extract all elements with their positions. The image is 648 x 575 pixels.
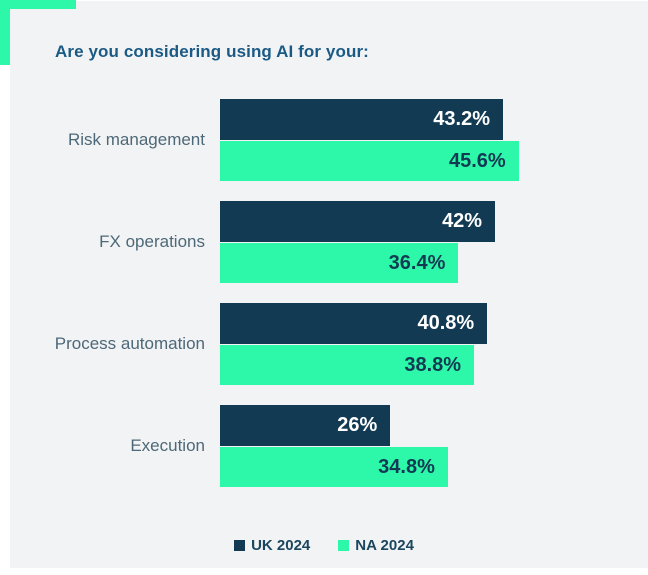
accent-bar-vertical	[0, 0, 10, 65]
accent-bar-horizontal	[0, 0, 76, 9]
bar-chart: Risk management 43.2% 45.6% FX operation…	[0, 99, 648, 507]
chart-row-process-automation: Process automation 40.8% 38.8%	[0, 303, 648, 385]
bar-na-2024: 45.6%	[220, 141, 519, 181]
bar-na-2024: 36.4%	[220, 243, 459, 283]
chart-row-fx-operations: FX operations 42% 36.4%	[0, 201, 648, 283]
category-label: Risk management	[67, 130, 205, 150]
legend-item-na-2024: NA 2024	[338, 537, 414, 554]
bar-group: 40.8% 38.8%	[220, 303, 488, 385]
bar-na-2024: 38.8%	[220, 345, 475, 385]
legend-swatch-uk-icon	[234, 540, 246, 551]
chart-title: Are you considering using AI for your:	[55, 42, 369, 61]
bar-value-label: 26%	[337, 414, 378, 436]
bar-value-label: 42%	[442, 210, 483, 232]
bar-value-label: 38.8%	[404, 354, 462, 376]
legend: UK 2024 NA 2024	[0, 537, 648, 554]
bar-value-label: 45.6%	[448, 150, 506, 172]
category-label: Process automation	[54, 334, 205, 354]
legend-label: UK 2024	[251, 537, 311, 554]
bar-value-label: 43.2%	[433, 108, 490, 130]
category-label: Execution	[130, 436, 205, 456]
category-label: FX operations	[99, 232, 205, 252]
bar-group: 26% 34.8%	[220, 405, 448, 487]
bar-value-label: 40.8%	[417, 312, 475, 334]
legend-swatch-na-icon	[338, 540, 350, 551]
chart-row-execution: Execution 26% 34.8%	[0, 405, 648, 487]
bar-uk-2024: 43.2%	[220, 99, 503, 140]
bar-uk-2024: 26%	[220, 405, 391, 446]
bar-group: 42% 36.4%	[220, 201, 496, 283]
bar-value-label: 36.4%	[388, 252, 446, 274]
legend-label: NA 2024	[355, 537, 414, 554]
chart-row-risk-management: Risk management 43.2% 45.6%	[0, 99, 648, 181]
bar-value-label: 34.8%	[378, 456, 435, 478]
bar-group: 43.2% 45.6%	[220, 99, 519, 181]
bar-uk-2024: 40.8%	[220, 303, 488, 344]
bar-uk-2024: 42%	[220, 201, 496, 242]
legend-item-uk-2024: UK 2024	[234, 537, 310, 554]
bar-na-2024: 34.8%	[220, 447, 448, 487]
